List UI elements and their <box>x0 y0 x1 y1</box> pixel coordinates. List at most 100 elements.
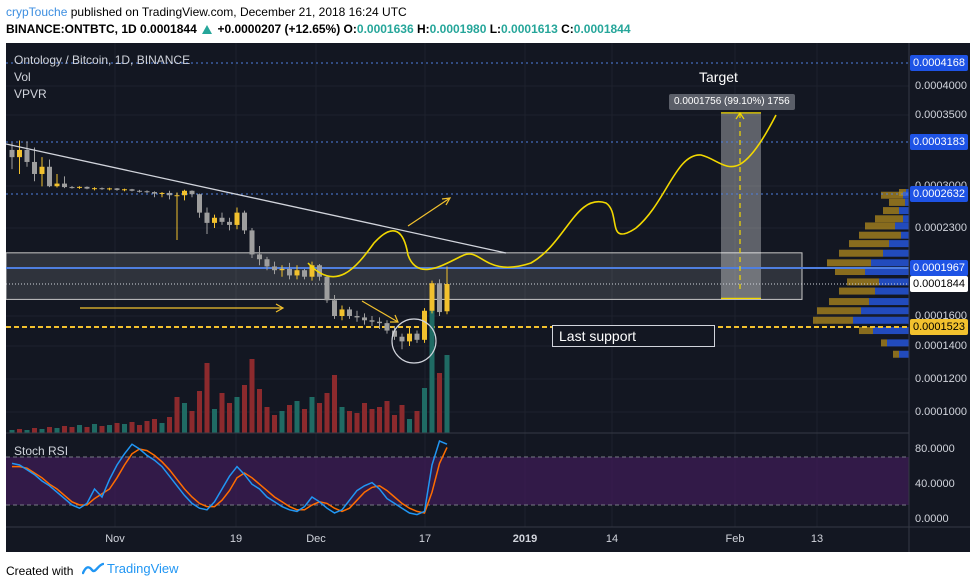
created-with-label: Created with <box>6 564 74 578</box>
volume-bar <box>369 409 375 433</box>
published-text: published on TradingView.com, December 2… <box>70 5 407 19</box>
volume-bar <box>212 409 217 433</box>
volume-bar <box>159 423 165 433</box>
candle-body <box>392 330 397 337</box>
time-tick: Dec <box>306 533 326 545</box>
time-axis[interactable]: Nov 19 Dec 17 2019 14 Feb 13 <box>6 527 909 552</box>
vpvr-up-bar <box>905 198 909 206</box>
candle-body <box>384 323 390 331</box>
candle-body <box>324 276 330 301</box>
target-label: Target <box>699 69 738 85</box>
candle-body <box>212 217 217 223</box>
volume-bar <box>84 427 90 433</box>
price-axis[interactable]: 0.0004000 0.0003500 0.0003000 0.0002300 … <box>909 43 970 552</box>
candle-body <box>294 270 300 276</box>
candle-body <box>407 333 412 342</box>
bottom-highlight-circle <box>391 318 437 364</box>
price-badge-support: 0.0001523 <box>910 319 968 335</box>
grid-lines <box>6 43 909 527</box>
vpvr-up-bar <box>875 287 909 295</box>
volume-bar <box>324 393 330 433</box>
vpvr-down-bar <box>813 316 853 324</box>
author-link[interactable]: crypTouche <box>6 5 68 19</box>
volume-bar <box>39 429 45 433</box>
candle-body <box>189 190 195 195</box>
volume-bar <box>437 373 442 433</box>
price-badge-top: 0.0004168 <box>910 55 968 71</box>
candle-body <box>122 189 127 191</box>
volume-bar <box>152 419 157 433</box>
candle-body <box>354 316 360 318</box>
close-label: C: <box>561 22 574 36</box>
open-label: O: <box>343 22 357 36</box>
candle-body <box>272 266 277 271</box>
arrow-down <box>361 300 399 323</box>
volume-bar <box>414 411 420 433</box>
stoch-rsi-k-line <box>11 439 448 516</box>
vpvr-down-bar <box>865 222 895 230</box>
vpvr-up-bar <box>887 339 909 347</box>
volume-bar <box>317 403 322 433</box>
candle-body <box>362 317 367 321</box>
price-tick: 0.0001200 <box>915 373 967 385</box>
volume-bar <box>122 424 127 433</box>
tradingview-brand-label: TradingView <box>107 561 179 576</box>
volume-bar <box>189 411 195 433</box>
volume-indicator-label[interactable]: Vol <box>14 70 31 84</box>
rsi-band <box>6 457 909 505</box>
vpvr-up-bar <box>861 307 909 315</box>
chart-frame[interactable]: Ontology / Bitcoin, 1D, BINANCE Vol VPVR… <box>6 43 970 552</box>
volume-bar <box>129 422 135 433</box>
target-measure-box <box>721 112 761 299</box>
candle-body <box>317 265 322 277</box>
tradingview-brand[interactable]: TradingView <box>82 561 179 576</box>
time-tick: 17 <box>418 533 432 545</box>
vpvr-up-bar <box>899 207 909 215</box>
vpvr-down-bar <box>889 198 905 206</box>
candle-body <box>159 192 165 194</box>
price-tick: 0.0002300 <box>915 222 967 234</box>
candle-body <box>309 265 315 277</box>
vpvr-down-bar <box>881 339 887 347</box>
candle-body <box>302 270 307 277</box>
candle-body <box>377 321 382 324</box>
candle-body <box>107 188 112 190</box>
volume-bar <box>227 403 232 433</box>
candle-body <box>437 283 442 313</box>
volume-bar <box>354 413 360 433</box>
vpvr-down-bar <box>839 249 883 257</box>
candle-body <box>92 188 97 190</box>
price-badge-level: 0.0002632 <box>910 186 968 202</box>
candle-body <box>414 333 420 340</box>
candle-body <box>287 268 292 276</box>
rsi-tick: 40.0000 <box>915 478 955 490</box>
volume-bar <box>17 429 22 433</box>
time-tick: 19 <box>229 533 243 545</box>
volume-bars <box>9 293 450 433</box>
measure-label: 0.0001756 (99.10%) 1756 <box>669 94 795 110</box>
vpvr-up-bar <box>889 240 909 248</box>
volume-bar <box>92 424 97 433</box>
arrow-up <box>407 197 451 227</box>
vpvr-up-bar <box>883 249 909 257</box>
chart-canvas[interactable] <box>6 43 970 552</box>
candle-body <box>234 212 240 225</box>
vpvr-indicator-label[interactable]: VPVR <box>14 87 47 101</box>
candle-body <box>399 336 405 342</box>
high-label: H: <box>416 22 430 36</box>
price-badge-last: 0.0001844 <box>910 276 968 292</box>
price-badge-level: 0.0003183 <box>910 134 968 150</box>
candle-body <box>69 187 75 189</box>
volume-bar <box>107 425 112 433</box>
volume-bar <box>332 375 337 433</box>
candle-body <box>24 149 30 162</box>
candle-body <box>144 191 150 193</box>
stoch-rsi-label[interactable]: Stoch RSI <box>14 444 69 458</box>
price-tick: 0.0001400 <box>915 340 967 352</box>
volume-bar <box>114 423 120 433</box>
candle-body <box>77 186 82 188</box>
vpvr-up-bar <box>903 191 909 199</box>
arrow-up-icon <box>202 25 213 34</box>
vpvr-up-bar <box>865 268 909 276</box>
candle-body <box>444 284 450 312</box>
